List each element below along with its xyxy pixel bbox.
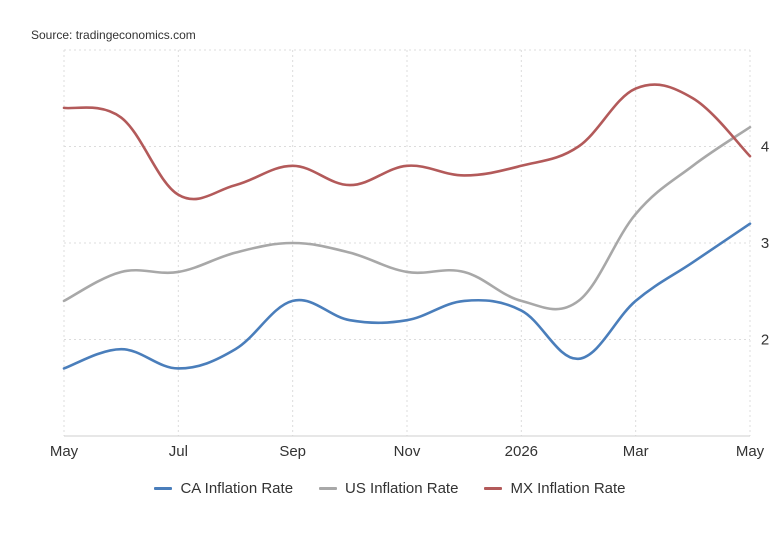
y-tick-label: 2: [761, 332, 769, 349]
y-axis-ticks: 2 3 4: [761, 139, 769, 349]
x-tick-label: 2026: [505, 443, 538, 460]
legend-item[interactable]: US Inflation Rate: [319, 480, 458, 497]
x-axis-ticks: May Jul Sep Nov 2026 Mar May: [50, 443, 765, 460]
x-tick-label: Jul: [169, 443, 188, 460]
source-label: Source: tradingeconomics.com: [31, 28, 196, 42]
legend-label: MX Inflation Rate: [510, 480, 626, 497]
series-lines: [62, 83, 752, 370]
series-line-ca-inflation-rate: [62, 222, 752, 370]
y-tick-label: 4: [761, 139, 769, 156]
x-tick-label: May: [736, 443, 765, 460]
series-line-mx-inflation-rate: [62, 83, 752, 201]
x-tick-label: May: [50, 443, 79, 460]
legend-swatch: [319, 487, 338, 490]
legend-swatch: [484, 487, 503, 490]
legend: CA Inflation Rate US Inflation Rate MX Inf…: [0, 480, 780, 497]
y-tick-label: 3: [761, 235, 769, 252]
legend-item[interactable]: CA Inflation Rate: [154, 480, 293, 497]
legend-item[interactable]: MX Inflation Rate: [484, 480, 626, 497]
x-tick-label: Nov: [394, 443, 421, 460]
legend-swatch: [154, 487, 173, 490]
x-tick-label: Sep: [279, 443, 306, 460]
x-tick-label: Mar: [623, 443, 649, 460]
grid: [63, 49, 751, 437]
legend-label: US Inflation Rate: [345, 480, 459, 497]
line-chart: May Jul Sep Nov 2026 Mar May 2 3 4: [50, 49, 769, 460]
series-line-us-inflation-rate: [62, 125, 752, 311]
legend-label: CA Inflation Rate: [180, 480, 294, 497]
